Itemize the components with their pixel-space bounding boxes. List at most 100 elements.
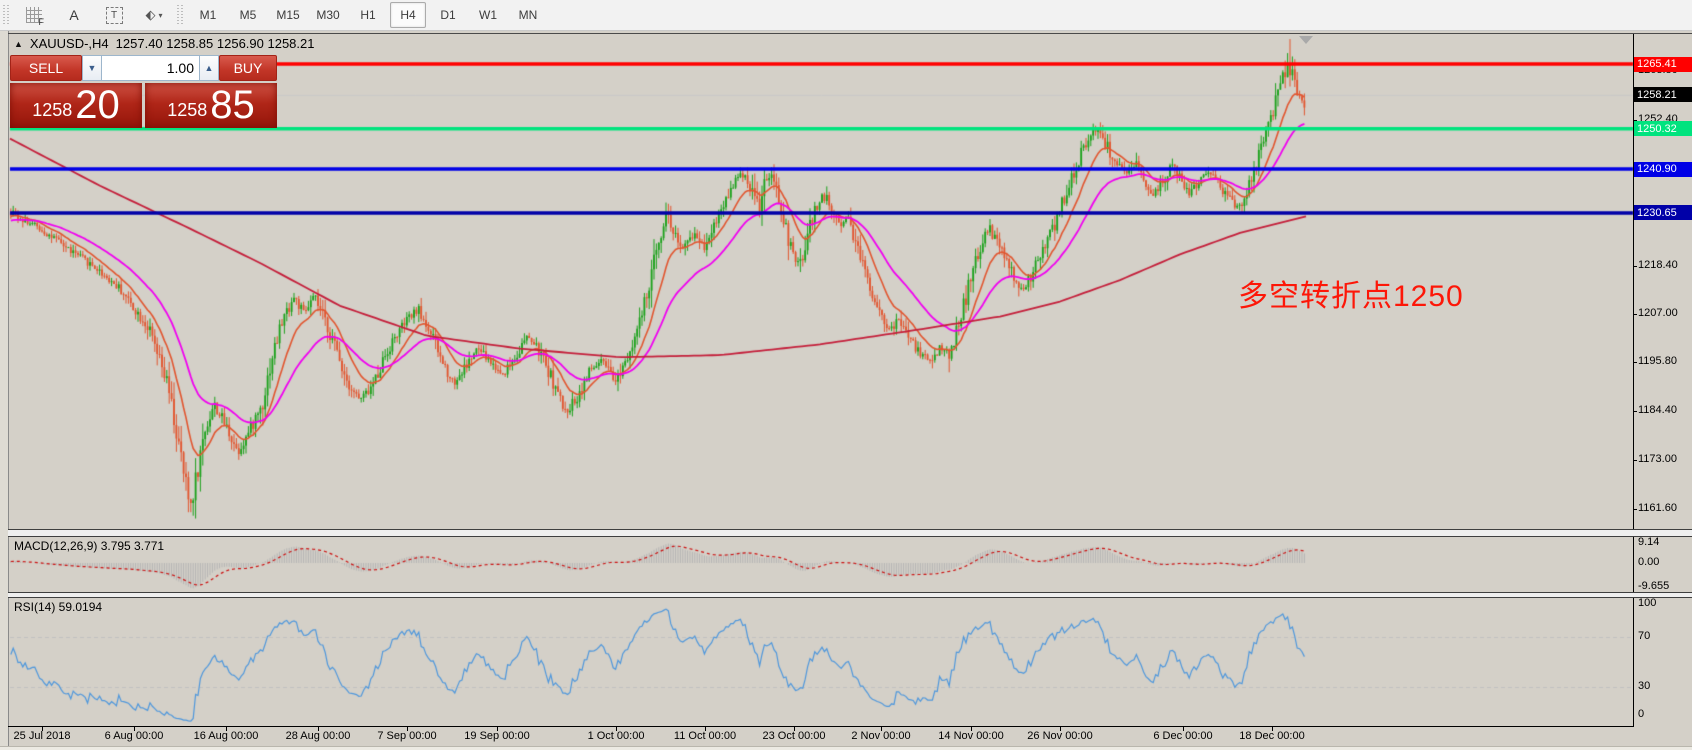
volume-increase-button[interactable]: ▲ <box>199 55 219 81</box>
buy-price-big: 85 <box>210 83 255 127</box>
timeframe-h1-button[interactable]: H1 <box>360 8 376 22</box>
price-tick-label: 1195.80 <box>1638 355 1677 368</box>
price-tick-label: 1207.00 <box>1638 307 1678 320</box>
date-tickmark <box>1060 726 1061 731</box>
price-tickmark <box>1633 119 1637 121</box>
macd-rsi-splitter[interactable] <box>8 592 1692 598</box>
date-tickmark <box>42 726 43 731</box>
window-bottom-edge <box>0 746 1692 750</box>
panel-collapse-icon[interactable]: ▲ <box>14 38 23 49</box>
timeframe-h4-button[interactable]: H4 <box>390 2 426 28</box>
sell-button[interactable]: SELL <box>10 55 82 81</box>
date-label: 18 Dec 00:00 <box>1239 730 1305 742</box>
date-label: 16 Aug 00:00 <box>193 730 259 742</box>
date-label: 2 Nov 00:00 <box>851 730 911 742</box>
timeframe-m30-button[interactable]: M30 <box>316 8 340 22</box>
date-label: 6 Aug 00:00 <box>104 730 164 742</box>
date-tickmark <box>1183 726 1184 731</box>
ohlc-values: 1257.40 1258.85 1256.90 1258.21 <box>115 36 315 51</box>
indicator-tick-label: 0.00 <box>1638 556 1660 568</box>
indicator-tick-label: 100 <box>1638 597 1657 609</box>
price-tickmark <box>1633 265 1637 267</box>
price-axis-line <box>1633 33 1634 726</box>
insert-text-button[interactable]: A <box>56 2 92 28</box>
price-tick-label: 1161.60 <box>1638 501 1677 514</box>
timeframe-mn-button[interactable]: MN <box>518 8 538 22</box>
price-level-badge: 1230.65 <box>1634 205 1692 221</box>
symbol-title: XAUUSD-,H4 <box>29 36 109 51</box>
chart-grid-button[interactable]: F <box>16 2 52 28</box>
price-tickmark <box>1633 314 1637 316</box>
toolbar-grip-2[interactable] <box>177 5 184 25</box>
date-label: 19 Sep 00:00 <box>464 730 530 742</box>
price-level-badge: 1258.21 <box>1634 87 1692 103</box>
rsi-indicator-label: RSI(14) 59.0194 <box>14 600 103 614</box>
timeframe-d1-button[interactable]: D1 <box>440 8 456 22</box>
price-level-badge: 1265.41 <box>1634 56 1692 72</box>
chart-grid-icon: F <box>26 7 44 27</box>
buy-button[interactable]: BUY <box>219 55 277 81</box>
date-tickmark <box>226 726 227 731</box>
date-tickmark <box>971 726 972 731</box>
buy-price-button[interactable]: 1258 85 <box>145 83 277 128</box>
macd-indicator-label: MACD(12,26,9) 3.795 3.771 <box>14 539 165 553</box>
toolbar-grip[interactable] <box>3 5 10 25</box>
insert-text-icon: A <box>69 7 79 23</box>
timeframe-group: M1 M5 M15 M30 H1 H4 D1 W1 MN <box>188 2 548 28</box>
time-axis-line <box>8 726 1634 727</box>
date-label: 7 Sep 00:00 <box>377 730 437 742</box>
date-tickmark <box>705 726 706 731</box>
price-tickmark <box>1633 411 1637 413</box>
chart-title-row: ▲ XAUUSD-,H4 1257.40 1258.85 1256.90 125… <box>14 36 314 51</box>
indicator-tick-label: -9.655 <box>1638 580 1670 592</box>
buy-price-small: 1258 <box>167 100 208 120</box>
date-label: 28 Aug 00:00 <box>285 730 351 742</box>
timeframe-m1-button[interactable]: M1 <box>199 8 217 22</box>
date-tickmark <box>881 726 882 731</box>
chart-annotation-text[interactable]: 多空转折点1250 <box>1238 280 1464 313</box>
date-tickmark <box>497 726 498 731</box>
date-label: 11 Oct 00:00 <box>673 730 737 742</box>
toolbar: F A T ⬖ ▾ M1 M5 M15 M30 H1 H4 D1 W1 MN <box>0 0 1692 31</box>
timeframe-m5-button[interactable]: M5 <box>239 8 257 22</box>
date-label: 1 Oct 00:00 <box>587 730 645 742</box>
price-tickmark <box>1633 508 1637 510</box>
volume-input[interactable] <box>102 56 199 80</box>
price-tickmark <box>1633 362 1637 364</box>
one-click-trade-panel: SELL ▼ ▲ BUY 1258 20 1258 85 <box>10 55 277 128</box>
chart-shift-marker[interactable] <box>1299 36 1313 44</box>
left-window-edge <box>0 30 9 750</box>
sell-price-small: 1258 <box>32 100 73 120</box>
shapes-button[interactable]: ⬖ ▾ <box>136 2 172 28</box>
date-tickmark <box>407 726 408 731</box>
date-tickmark <box>134 726 135 731</box>
price-tickmark <box>1633 460 1637 462</box>
indicator-tick-label: 30 <box>1638 680 1651 692</box>
timeframe-w1-button[interactable]: W1 <box>479 8 497 22</box>
price-level-badge: 1250.32 <box>1634 121 1692 137</box>
date-tickmark <box>794 726 795 731</box>
indicator-tick-label: 70 <box>1638 630 1651 642</box>
timeframe-m15-button[interactable]: M15 <box>276 8 300 22</box>
price-tick-label: 1218.40 <box>1638 258 1678 271</box>
date-tickmark <box>616 726 617 731</box>
volume-field-wrap <box>102 55 199 81</box>
date-label: 6 Dec 00:00 <box>1153 730 1213 742</box>
main-macd-splitter[interactable] <box>8 529 1692 537</box>
date-label: 14 Nov 00:00 <box>938 730 1004 742</box>
sell-price-button[interactable]: 1258 20 <box>10 83 142 128</box>
price-tick-label: 1184.40 <box>1638 404 1677 417</box>
date-label: 25 Jul 2018 <box>13 730 71 742</box>
indicator-tick-label: 0 <box>1638 708 1645 720</box>
volume-decrease-button[interactable]: ▼ <box>82 55 102 81</box>
sell-price-big: 20 <box>75 83 120 127</box>
date-label: 26 Nov 00:00 <box>1027 730 1093 742</box>
date-label: 23 Oct 00:00 <box>762 730 826 742</box>
date-tickmark <box>318 726 319 731</box>
text-label-button[interactable]: T <box>96 2 132 28</box>
date-tickmark <box>1272 726 1273 731</box>
price-level-badge: 1240.90 <box>1634 161 1692 177</box>
indicator-tick-label: 9.14 <box>1638 536 1660 548</box>
